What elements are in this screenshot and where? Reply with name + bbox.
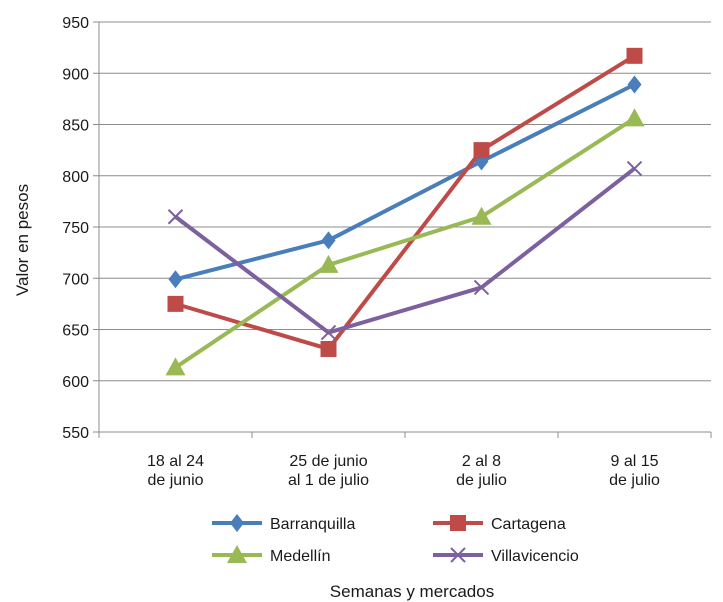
legend-label: Cartagena — [491, 516, 566, 533]
series-group — [165, 47, 645, 376]
y-tick-label: 950 — [62, 15, 89, 32]
legend-item: Villavicencio — [433, 547, 579, 565]
x-tick-label-line: 25 de junio — [289, 453, 367, 470]
legend-label: Barranquilla — [270, 516, 355, 533]
x-tick-label-line: de junio — [147, 472, 203, 489]
x-tick-label-line: 18 al 24 — [147, 453, 204, 470]
gridlines — [93, 21, 711, 433]
data-point-marker — [450, 547, 466, 563]
x-tick-label: 2 al 8 de julio — [456, 453, 507, 489]
data-point-marker — [229, 514, 245, 532]
legend-item: Cartagena — [433, 515, 566, 533]
x-tick-label-line: 9 al 15 — [610, 453, 658, 470]
x-tick-label-line: de julio — [609, 472, 660, 489]
data-point-marker — [627, 75, 642, 94]
series-line — [175, 82, 636, 282]
y-tick-label: 850 — [62, 118, 89, 135]
legend-item: Barranquilla — [212, 514, 355, 533]
data-point-marker — [320, 324, 337, 341]
y-tick-label: 550 — [62, 425, 89, 442]
data-point-marker — [473, 142, 490, 159]
data-point-marker — [626, 160, 643, 177]
y-tick-label: 750 — [62, 220, 89, 237]
data-point-marker — [227, 545, 247, 563]
data-point-marker — [167, 295, 184, 312]
data-point-marker — [321, 231, 336, 250]
x-tick-label: 25 de junio al 1 de julio — [288, 453, 369, 489]
x-axis-label: Semanas y mercados — [330, 582, 494, 601]
y-tick-label: 650 — [62, 323, 89, 340]
x-tick-label-line: 2 al 8 — [462, 453, 501, 470]
x-tick-label: 9 al 15 de julio — [609, 453, 660, 489]
data-point-marker — [474, 152, 489, 171]
series-villavicencio — [167, 160, 643, 341]
data-point-marker — [473, 279, 490, 296]
series-line — [174, 54, 636, 351]
x-tick-label: 18 al 24 de junio — [147, 453, 204, 489]
data-point-marker — [167, 209, 184, 225]
data-point-marker — [471, 206, 492, 225]
legend: Barranquilla Cartagena Medellín Villavicenc… — [212, 514, 579, 565]
x-axis-ticks: 18 al 24 de junio 25 de junio al 1 de julio… — [98, 432, 712, 489]
legend-label: Medellín — [270, 548, 330, 565]
y-tick-label: 700 — [62, 271, 89, 288]
legend-item: Medellín — [212, 545, 330, 565]
y-tick-label: 800 — [62, 169, 89, 186]
y-tick-label: 600 — [62, 374, 89, 391]
data-point-marker — [320, 340, 337, 357]
legend-label: Villavicencio — [491, 548, 579, 565]
y-axis-ticks: 550 600 650 700 750 800 850 900 950 — [62, 15, 89, 442]
x-tick-label-line: de julio — [456, 472, 507, 489]
series-line — [174, 116, 636, 370]
y-axis-label: Valor en pesos — [13, 184, 32, 296]
series-barranquilla — [168, 75, 642, 289]
series-cartagena — [167, 47, 643, 357]
series-medellín — [165, 108, 645, 376]
x-tick-label-line: al 1 de julio — [288, 472, 369, 489]
data-point-marker — [626, 47, 643, 64]
data-point-marker — [318, 254, 339, 273]
data-point-marker — [624, 108, 645, 127]
data-point-marker — [450, 515, 466, 531]
data-point-marker — [168, 270, 183, 289]
data-point-marker — [165, 357, 186, 376]
series-line — [174, 166, 636, 335]
y-tick-label: 900 — [62, 66, 89, 83]
